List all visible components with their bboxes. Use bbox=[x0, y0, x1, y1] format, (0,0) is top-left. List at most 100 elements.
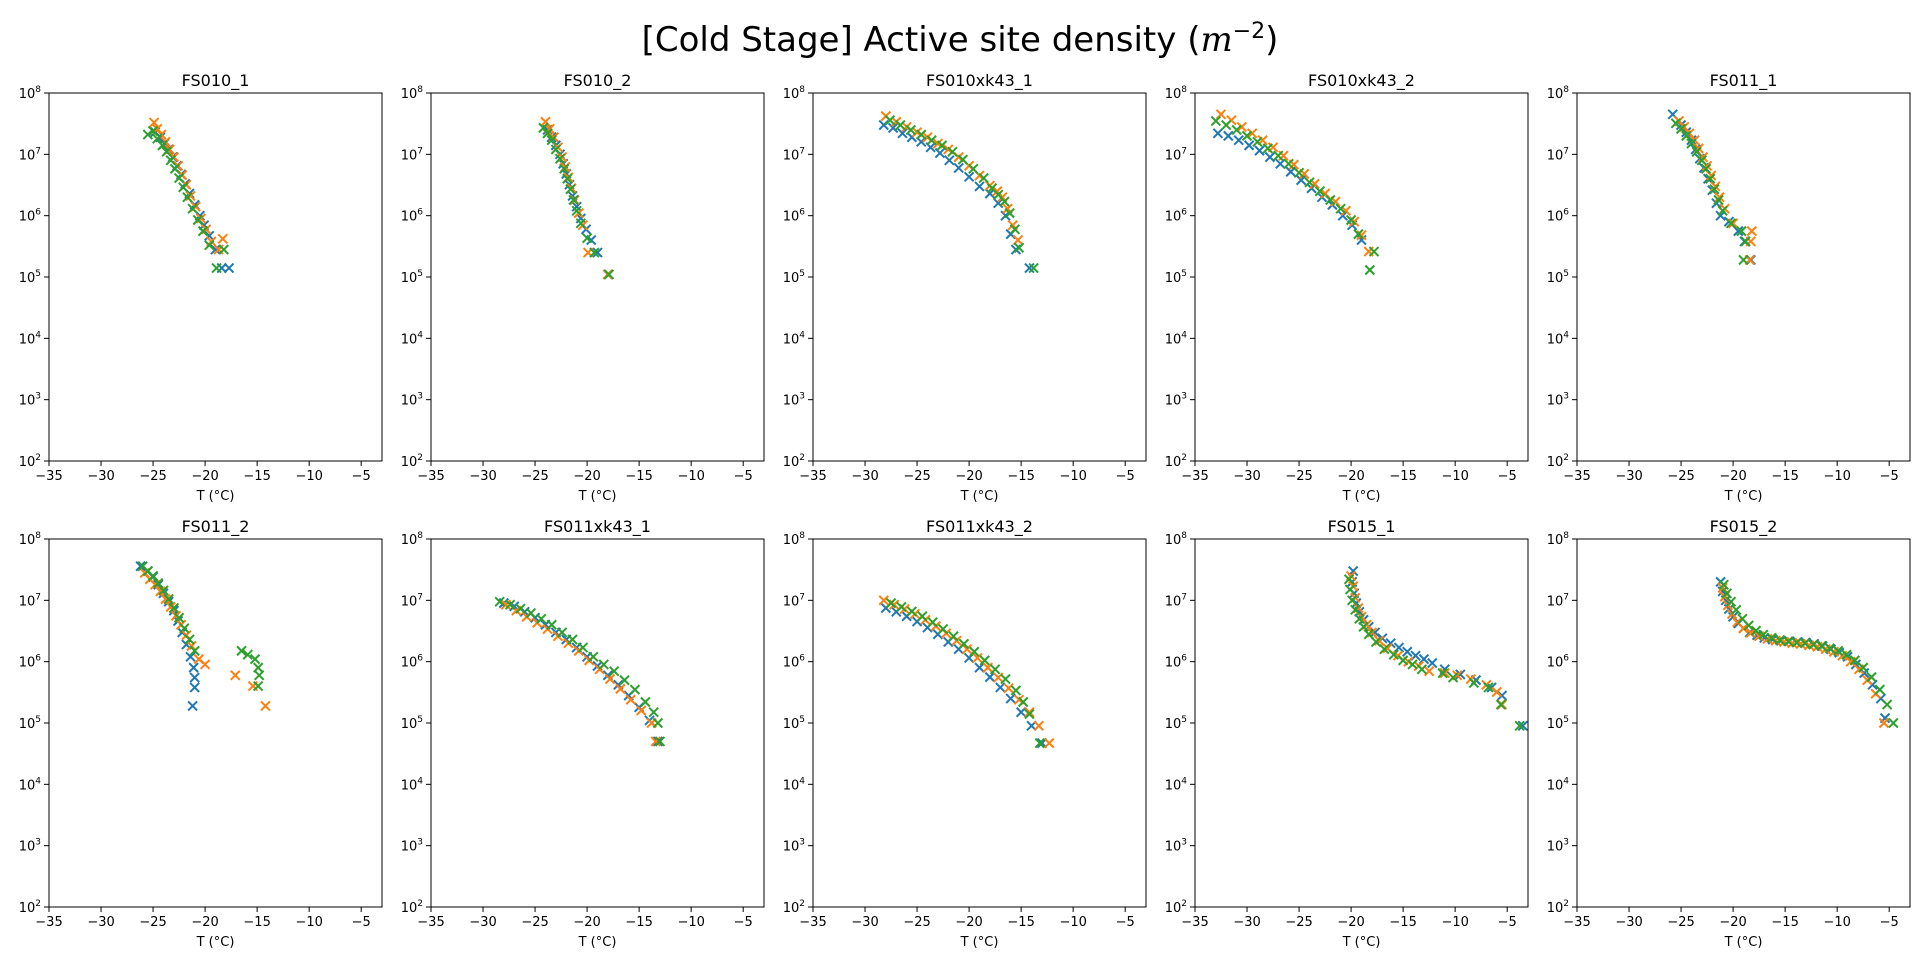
x-tick-label: −5 bbox=[1498, 469, 1517, 484]
data-point bbox=[589, 247, 600, 258]
y-tick-label: 105 bbox=[19, 269, 41, 286]
y-tick-label: 102 bbox=[401, 453, 423, 470]
plot-frame bbox=[1576, 92, 1911, 462]
data-point bbox=[1738, 623, 1749, 634]
data-point bbox=[1223, 130, 1234, 142]
x-tick-label: −20 bbox=[1337, 469, 1364, 484]
data-point bbox=[161, 146, 172, 158]
x-tick-label: −10 bbox=[1441, 915, 1468, 930]
x-tick-label: −35 bbox=[35, 469, 62, 484]
y-tick-label: 108 bbox=[19, 531, 42, 548]
data-point bbox=[178, 182, 189, 193]
data-point bbox=[974, 662, 985, 673]
y-tick-label: 103 bbox=[783, 838, 805, 855]
y-tick-label: 105 bbox=[1165, 269, 1187, 286]
x-tick-label: −5 bbox=[734, 469, 753, 484]
x-tick-label: −30 bbox=[1233, 469, 1260, 484]
x-tick-label: −25 bbox=[521, 469, 548, 484]
data-point bbox=[619, 674, 630, 686]
x-tick-label: −35 bbox=[1563, 469, 1590, 484]
y-tick-label: 106 bbox=[783, 654, 806, 671]
data-point bbox=[142, 129, 154, 140]
data-point bbox=[1832, 645, 1844, 657]
x-tick-label: −10 bbox=[677, 469, 704, 484]
y-tick-label: 104 bbox=[19, 776, 42, 793]
figure-title: [Cold Stage] Active site density (m−2) bbox=[642, 19, 1279, 60]
data-point bbox=[217, 233, 228, 244]
y-tick-label: 103 bbox=[401, 392, 423, 409]
data-point bbox=[169, 163, 181, 175]
x-axis-label: T (°C) bbox=[196, 935, 235, 950]
data-point bbox=[926, 134, 937, 146]
data-point bbox=[961, 643, 973, 655]
data-point bbox=[1010, 685, 1022, 696]
figure-title-close: ) bbox=[1265, 20, 1278, 60]
y-tick-label: 106 bbox=[19, 654, 42, 671]
panel-title: FS010xk43_1 bbox=[926, 71, 1033, 91]
data-point bbox=[1283, 158, 1294, 170]
data-point bbox=[1004, 207, 1015, 219]
y-tick-label: 107 bbox=[19, 146, 41, 163]
data-point bbox=[1295, 174, 1307, 186]
data-point bbox=[1874, 684, 1886, 695]
y-tick-label: 104 bbox=[1547, 330, 1570, 347]
y-tick-label: 105 bbox=[783, 715, 805, 732]
data-point bbox=[1878, 717, 1890, 729]
y-tick-label: 102 bbox=[783, 899, 805, 916]
data-point bbox=[210, 244, 221, 255]
data-point bbox=[1455, 669, 1466, 680]
panel-fs010xk43-1: FS010xk43_1 −35 −30 −25 −20 −15 −10 −5 102 103 104… bbox=[783, 71, 1147, 504]
data-point bbox=[1468, 677, 1480, 689]
x-tick-label: −30 bbox=[851, 915, 878, 930]
data-point bbox=[1514, 720, 1525, 732]
data-point bbox=[160, 593, 171, 605]
y-tick-label: 107 bbox=[783, 146, 805, 163]
plot-frame bbox=[812, 538, 1147, 908]
plot-frame bbox=[1194, 538, 1529, 908]
data-point bbox=[1738, 254, 1749, 266]
x-tick-label: −35 bbox=[1181, 469, 1208, 484]
y-tick-label: 105 bbox=[1165, 715, 1187, 732]
x-tick-label: −20 bbox=[191, 915, 218, 930]
data-point bbox=[957, 154, 969, 165]
data-point bbox=[542, 128, 553, 139]
data-point bbox=[546, 134, 557, 146]
data-point bbox=[504, 599, 516, 610]
panel-fs011xk43-2: FS011xk43_2 −35 −30 −25 −20 −15 −10 −5 102 103 104… bbox=[783, 517, 1147, 950]
data-point bbox=[187, 700, 198, 712]
data-point bbox=[885, 597, 897, 609]
x-tick-label: −5 bbox=[734, 915, 753, 930]
series-1 bbox=[878, 119, 1035, 274]
y-tick-label: 106 bbox=[783, 208, 806, 225]
x-tick-label: −5 bbox=[352, 915, 371, 930]
data-point bbox=[936, 140, 948, 151]
data-point bbox=[1841, 649, 1852, 660]
series-3 bbox=[137, 561, 265, 692]
x-tick-label: −5 bbox=[1116, 915, 1135, 930]
x-tick-label: −35 bbox=[799, 469, 826, 484]
series-3 bbox=[885, 597, 1046, 749]
panel-title: FS010_2 bbox=[564, 71, 632, 91]
panel-title: FS011xk43_1 bbox=[544, 517, 651, 537]
x-tick-label: −5 bbox=[1498, 915, 1517, 930]
series-2 bbox=[1345, 570, 1508, 710]
data-point bbox=[1024, 262, 1035, 274]
data-point bbox=[253, 670, 265, 681]
panel-fs010-1: FS010_1 −35 −30 −25 −20 −15 −10 −5 102 103 104 105 1… bbox=[19, 71, 383, 504]
data-point bbox=[1304, 177, 1315, 188]
y-tick-label: 107 bbox=[19, 592, 41, 609]
y-tick-label: 102 bbox=[401, 899, 423, 916]
data-point bbox=[1696, 155, 1708, 166]
x-tick-label: −25 bbox=[521, 915, 548, 930]
data-point bbox=[562, 173, 573, 184]
data-point bbox=[1718, 579, 1729, 590]
x-tick-label: −15 bbox=[243, 915, 270, 930]
data-point bbox=[147, 125, 159, 137]
data-point bbox=[204, 230, 215, 241]
data-point bbox=[1009, 224, 1021, 235]
data-point bbox=[1264, 151, 1276, 163]
series-3 bbox=[1210, 115, 1380, 276]
data-point bbox=[1273, 150, 1284, 161]
data-point bbox=[1766, 632, 1777, 644]
data-point bbox=[1721, 588, 1733, 599]
